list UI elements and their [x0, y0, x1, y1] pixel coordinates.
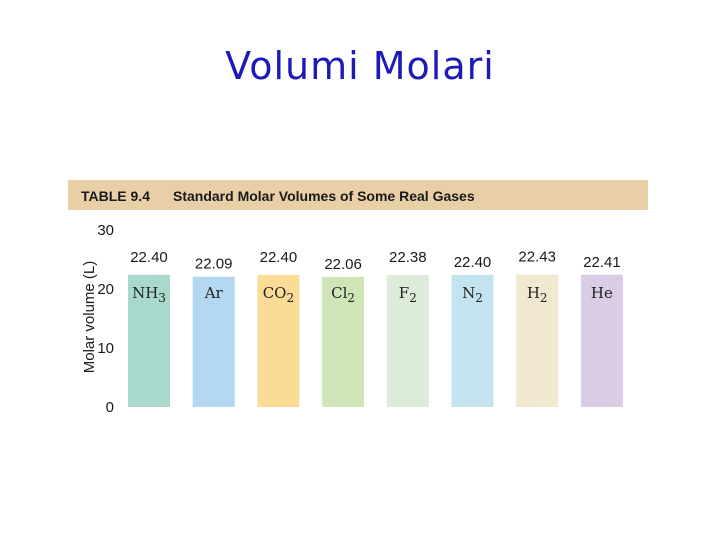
bar [128, 274, 170, 407]
y-tick-label: 20 [97, 281, 114, 298]
table-header: TABLE 9.4 Standard Molar Volumes of Some… [68, 180, 648, 210]
bar-chart: Molar volume (L) 0 10 20 30 22.40 NH3 22.09 Ar 2… [81, 222, 623, 416]
bar-value-label: 22.40 [454, 254, 492, 271]
bar-value-label: 22.40 [130, 249, 168, 266]
chart-panel: Molar volume (L) 0 10 20 30 22.40 NH3 22.09 Ar 2… [72, 215, 650, 432]
bar-value-label: 22.06 [324, 256, 362, 273]
gas-label: He [591, 284, 613, 302]
gas-label: NH3 [132, 284, 166, 305]
y-tick-label: 30 [97, 222, 114, 239]
bar-value-label: 22.38 [389, 249, 427, 266]
gas-label: F2 [399, 284, 417, 305]
gas-label: Cl2 [331, 284, 355, 305]
bar [257, 274, 300, 407]
bar [322, 276, 365, 407]
gas-label: N2 [462, 284, 483, 305]
gas-label: CO2 [263, 284, 294, 305]
y-tick-label: 0 [106, 399, 114, 416]
bar-value-label: 22.43 [518, 249, 556, 266]
gas-label: H2 [527, 284, 548, 305]
bar-value-label: 22.40 [260, 249, 298, 266]
bar [516, 274, 559, 407]
bar [580, 274, 623, 407]
y-axis-title: Molar volume (L) [81, 261, 98, 374]
bar-value-label: 22.41 [583, 254, 621, 271]
y-tick-label: 10 [97, 340, 114, 357]
bar-value-label: 22.09 [195, 256, 233, 273]
table-caption: Standard Molar Volumes of Some Real Gase… [173, 188, 475, 204]
table-number: TABLE 9.4 [81, 188, 150, 204]
bar [386, 274, 429, 407]
slide-title: Volumi Molari [225, 44, 495, 88]
bar [192, 276, 235, 407]
gas-label: Ar [204, 284, 224, 302]
bar [451, 274, 494, 407]
